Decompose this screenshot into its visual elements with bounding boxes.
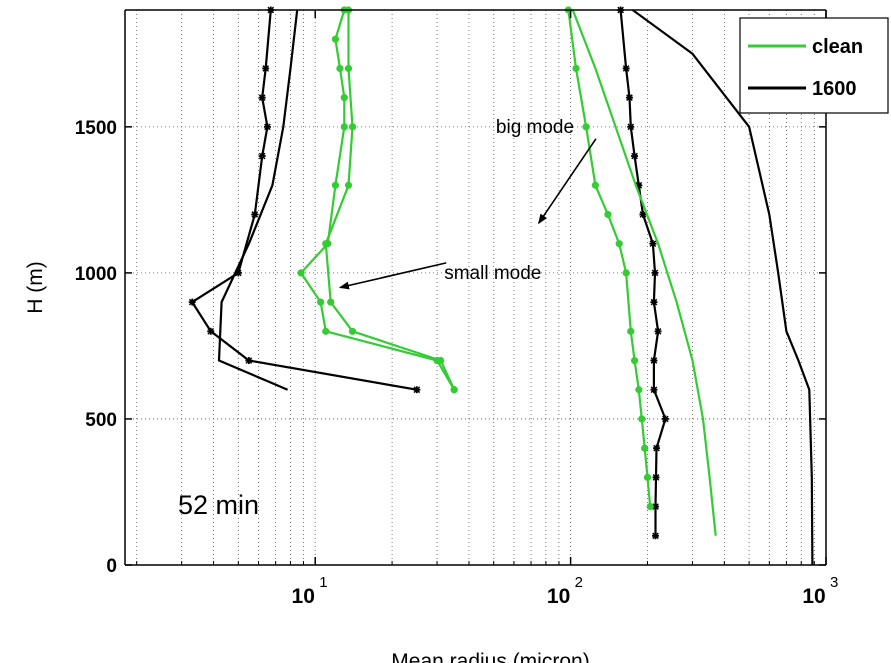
data-point	[604, 210, 612, 219]
data-point	[622, 269, 630, 277]
x-tick-base: 10	[547, 585, 570, 608]
data-point	[251, 210, 259, 218]
data-point	[413, 386, 421, 394]
data-point	[649, 240, 657, 248]
time-label: 52 min	[178, 490, 259, 520]
data-point	[641, 444, 649, 452]
data-point	[258, 152, 266, 160]
annotations: big mode small mode	[338, 117, 597, 290]
data-point	[437, 356, 445, 365]
y-tick-label: 1500	[75, 118, 117, 139]
data-point	[340, 94, 348, 102]
data-point	[348, 327, 357, 335]
x-tick-label: 101	[292, 574, 328, 608]
data-point	[650, 357, 658, 365]
data-point	[625, 94, 633, 102]
data-point	[344, 64, 353, 73]
data-point	[653, 444, 661, 452]
annotation-0: big mode	[496, 117, 597, 225]
series-line-6	[567, 9, 652, 507]
data-point	[572, 64, 580, 73]
series-line-1	[217, 9, 299, 391]
y-axis-label: H (m)	[24, 261, 47, 313]
data-point	[652, 473, 660, 481]
x-axis-label: Mean radius (micron)	[391, 650, 589, 663]
legend-label-clean: clean	[812, 36, 863, 58]
data-point	[615, 240, 623, 248]
data-point	[630, 356, 639, 365]
data-point	[262, 64, 270, 72]
x-tick-exponent: 2	[575, 574, 583, 591]
data-point	[327, 298, 335, 306]
data-point	[331, 35, 340, 43]
data-point	[622, 64, 630, 72]
data-point	[627, 123, 635, 131]
annotation-text: big mode	[496, 117, 574, 138]
data-point	[639, 210, 647, 218]
data-point	[317, 298, 325, 306]
legend-box	[739, 17, 889, 114]
x-tick-exponent: 3	[830, 574, 838, 591]
data-point	[322, 327, 330, 335]
data-point	[650, 298, 658, 306]
series-line-2	[299, 9, 456, 391]
series-line-5	[632, 9, 814, 566]
series-line-4	[619, 9, 667, 536]
data-point	[322, 240, 330, 248]
data-point	[652, 532, 660, 540]
data-point	[635, 386, 643, 394]
data-point	[591, 181, 599, 189]
annotation-1: small mode	[338, 262, 541, 290]
data-point	[627, 327, 635, 335]
data-point	[631, 152, 639, 160]
legend: clean 1600	[739, 17, 889, 114]
data-point	[331, 181, 340, 189]
data-point	[340, 123, 348, 131]
data-point	[348, 123, 357, 131]
x-tick-base: 10	[292, 585, 315, 608]
data-point	[650, 386, 658, 394]
data-point	[661, 415, 669, 423]
data-point	[336, 64, 344, 73]
data-point	[652, 503, 660, 511]
data-point	[450, 386, 458, 394]
legend-label-1600: 1600	[812, 78, 857, 100]
y-tick-labels: 0 500 1000 1500	[75, 118, 117, 577]
data-point	[654, 327, 662, 335]
x-tick-exponent: 1	[319, 574, 327, 591]
data-point	[245, 357, 253, 365]
annotation-text: small mode	[444, 263, 541, 284]
data-point	[188, 298, 196, 306]
data-point	[638, 415, 646, 423]
data-point	[643, 473, 652, 481]
x-tick-base: 10	[802, 585, 825, 608]
data-point	[651, 269, 659, 277]
data-point	[582, 123, 590, 131]
y-tick-label: 1000	[75, 264, 117, 285]
x-tick-label: 10 2	[547, 574, 583, 608]
annotation-arrow	[538, 138, 597, 225]
y-tick-label: 0	[106, 556, 117, 577]
x-tick-label: 10 3	[802, 574, 838, 608]
data-point	[297, 269, 305, 277]
y-tick-label: 500	[85, 410, 117, 431]
data-point	[344, 181, 353, 189]
data-point	[263, 123, 271, 131]
data-point	[258, 94, 266, 102]
axes-frame	[124, 9, 827, 566]
annotation-arrow	[338, 262, 447, 290]
data-point	[207, 327, 215, 335]
data-point	[646, 502, 654, 511]
series-line-7	[571, 9, 717, 536]
